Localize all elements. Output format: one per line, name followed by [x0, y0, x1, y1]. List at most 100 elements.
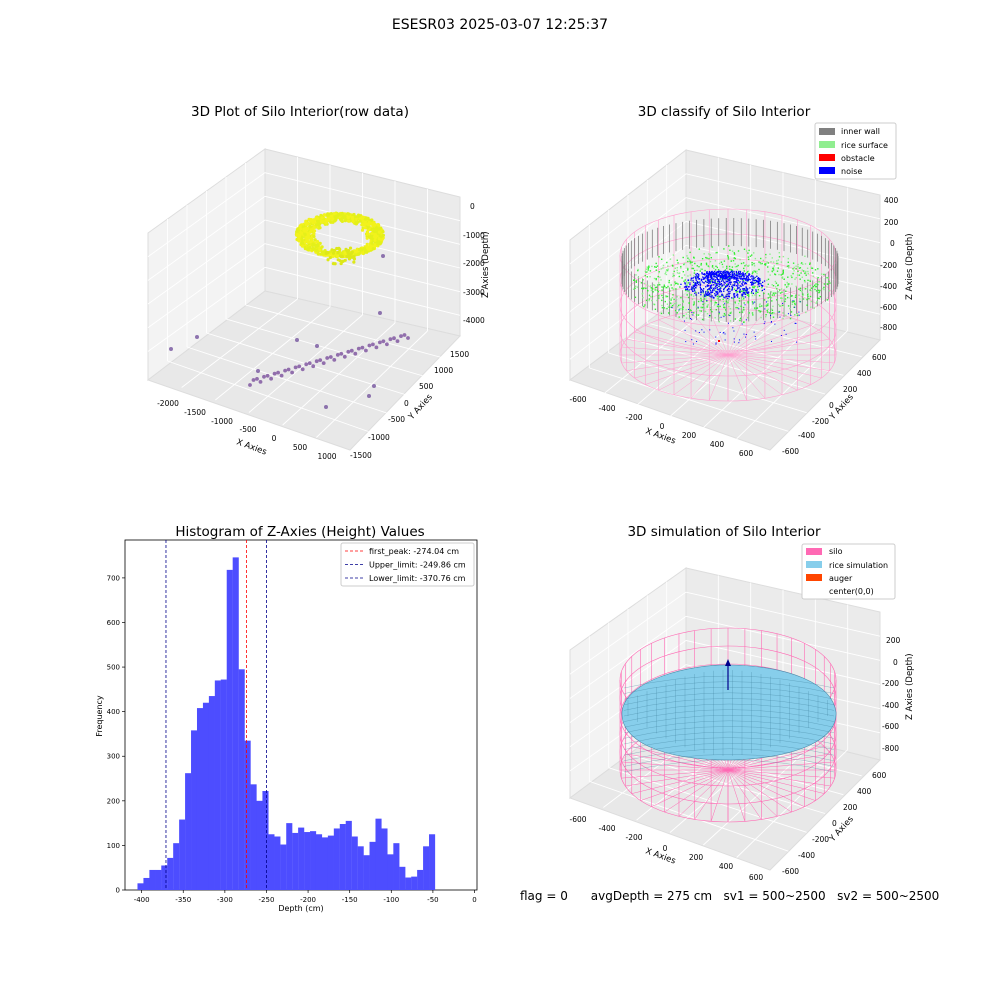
noise-point [783, 329, 785, 331]
rice-surface-point [729, 312, 731, 314]
noise-point [710, 286, 712, 288]
raw-point [320, 216, 324, 220]
raw-point [314, 216, 318, 220]
noise-point [722, 277, 724, 280]
surface-mesh [623, 743, 835, 756]
noise-point [718, 311, 720, 313]
rice-surface-point [812, 272, 814, 274]
rice-surface-point [690, 294, 692, 296]
raw-point [330, 248, 334, 252]
noise-point [735, 272, 738, 274]
histogram-reference-lines [165, 540, 267, 890]
rice-surface-point [718, 262, 721, 265]
rice-surface-point [771, 270, 773, 272]
rice-surface-point [648, 266, 650, 268]
rice-surface-point [763, 299, 766, 301]
rice-surface-point [752, 286, 754, 288]
raw-point [337, 212, 341, 216]
histogram-bar [167, 857, 174, 890]
noise-point [727, 291, 730, 293]
noise-point [707, 285, 709, 287]
raw-point [395, 339, 400, 343]
noise-point [703, 288, 705, 290]
p2-ytick: 200 [843, 385, 858, 394]
rice-surface-point [672, 294, 674, 296]
raw-point [381, 230, 385, 234]
rice-surface-point [673, 270, 675, 273]
noise-point [745, 277, 748, 279]
p2-silo-radial [658, 319, 729, 356]
rice-surface-point [767, 297, 769, 299]
rice-surface-point [754, 308, 756, 310]
p4-ztick: -400 [882, 701, 899, 710]
rice-surface-point [651, 287, 653, 290]
noise-point [697, 281, 699, 283]
rice-surface-point [689, 260, 691, 262]
rice-surface-point [809, 295, 812, 298]
rice-surface-point [676, 267, 678, 269]
noise-point [695, 294, 697, 296]
y-tick-label: 0 [116, 887, 120, 895]
rice-surface-point [718, 317, 721, 319]
noise-point [711, 284, 713, 286]
rice-surface-point [673, 274, 675, 277]
rice-surface-point [795, 277, 797, 279]
p2-silo-radial [634, 331, 729, 356]
p2-silo-radial [626, 339, 729, 356]
rice-surface-point [642, 296, 644, 299]
rice-surface-point [700, 262, 702, 265]
surface-mesh [623, 675, 835, 689]
raw-point [360, 345, 365, 350]
noise-point [729, 292, 731, 294]
raw-point [348, 246, 353, 250]
rice-surface-point [748, 249, 750, 252]
noise-point [713, 274, 715, 276]
rice-surface-point [689, 279, 691, 281]
rice-surface-point [793, 300, 795, 302]
noise-point [729, 275, 731, 278]
noise-point [690, 288, 692, 290]
rice-surface-point [770, 261, 772, 263]
raw-point [295, 338, 299, 342]
noise-point [761, 285, 763, 287]
raw-point [286, 367, 291, 372]
rice-surface-point [729, 268, 731, 270]
noise-point [744, 283, 746, 285]
noise-point [754, 301, 756, 303]
rice-surface-point [721, 295, 723, 297]
rice-surface-point [723, 306, 725, 309]
noise-point [736, 277, 738, 280]
noise-point [694, 292, 696, 294]
noise-point [724, 282, 726, 284]
rice-surface-point [798, 300, 801, 302]
noise-point [728, 293, 730, 295]
rice-surface-point [668, 312, 670, 314]
noise-point [739, 275, 741, 277]
raw-point [339, 254, 344, 259]
histogram-ticks: -400 -350 -300 -250 -200 -150 -100 -50 001002003… [107, 574, 477, 904]
center-marker [725, 659, 731, 666]
p4-silo-radial [727, 769, 835, 779]
rice-surface-point [659, 284, 661, 286]
noise-point [745, 287, 748, 289]
rice-surface-point [685, 313, 688, 315]
noise-point [717, 282, 719, 285]
noise-point [736, 279, 738, 281]
rice-surface-point [793, 266, 795, 269]
raw-point [303, 245, 307, 249]
rice-surface-point [788, 283, 790, 285]
rice-surface-point [726, 283, 728, 286]
rice-surface-point [809, 289, 811, 291]
p4-legend: silo rice simulation auger center(0,0) [801, 543, 896, 600]
noise-point [736, 281, 738, 283]
rice-surface-point [685, 317, 688, 319]
raw-point [290, 370, 294, 375]
rice-surface-point [653, 284, 655, 286]
noise-point [717, 288, 719, 291]
rice-surface-point [717, 298, 719, 300]
noise-point [753, 282, 755, 285]
noise-point [765, 301, 767, 303]
noise-point [739, 271, 742, 273]
rice-surface-point [705, 295, 708, 298]
p2-xtick: -200 [625, 413, 642, 422]
